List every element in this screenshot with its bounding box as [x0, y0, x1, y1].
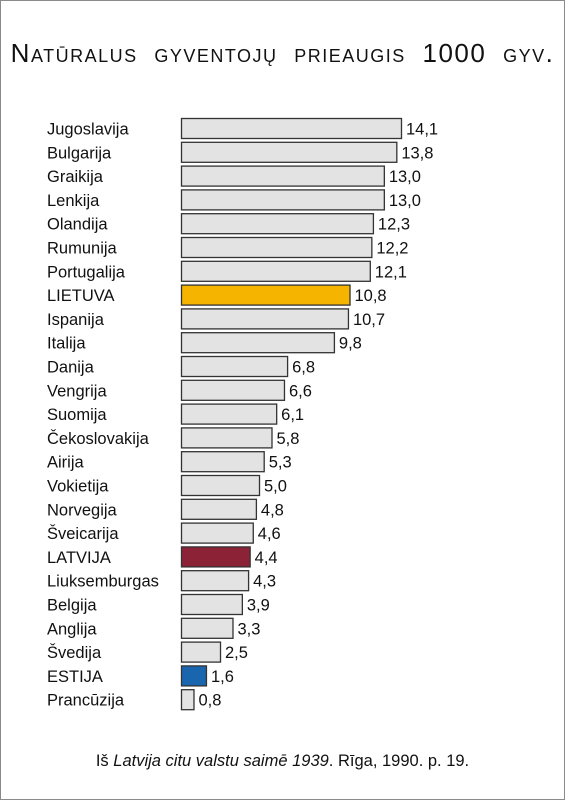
category-label-jugoslavija: Jugoslavija: [47, 121, 129, 139]
value-label-vokietija: 5,0: [264, 478, 287, 496]
bar-anglija: [180, 617, 234, 639]
bar-suomija: [180, 403, 278, 425]
value-label-italija: 9,8: [339, 335, 362, 353]
bar-lietuva: [180, 284, 351, 306]
category-label-prancuzija: Prancūzija: [47, 692, 125, 710]
bar-lenkija: [180, 189, 385, 211]
category-label-airija: Airija: [47, 454, 84, 472]
bar-svedija: [180, 641, 222, 663]
bar-italija: [180, 332, 336, 354]
value-label-latvija: 4,4: [255, 549, 278, 567]
bar-vokietija: [180, 474, 261, 497]
value-label-rumunija: 12,2: [376, 240, 408, 258]
category-label-olandija: Olandija: [47, 216, 108, 234]
bar-liuksemburgas: [180, 570, 250, 592]
value-label-airija: 5,3: [269, 454, 292, 472]
category-label-cekoslovakija: Čekoslovakija: [47, 429, 150, 448]
bar-olandija: [180, 213, 375, 235]
bar-prancuzija: [180, 689, 195, 711]
category-label-italija: Italija: [47, 335, 86, 353]
category-label-bulgarija: Bulgarija: [47, 144, 112, 162]
category-label-norvegija: Norvegija: [47, 501, 118, 519]
value-label-estija: 1,6: [211, 668, 234, 686]
category-label-liuksemburgas: Liuksemburgas: [47, 573, 159, 591]
value-label-jugoslavija: 14,1: [406, 121, 438, 139]
value-label-cekoslovakija: 5,8: [276, 430, 299, 448]
category-label-suomija: Suomija: [47, 406, 107, 424]
category-label-sveicarija: Šveicarija: [47, 524, 119, 543]
value-label-suomija: 6,1: [281, 406, 304, 424]
source-citation: Iš Latvija citu valstu saimē 1939. Rīga,…: [0, 752, 565, 771]
bar-danija: [180, 355, 289, 378]
bar-airija: [180, 451, 265, 473]
category-label-estija: ESTIJA: [47, 668, 103, 686]
value-label-sveicarija: 4,6: [258, 525, 281, 543]
value-label-norvegija: 4,8: [261, 501, 284, 519]
category-label-danija: Danija: [47, 359, 95, 377]
category-label-anglija: Anglija: [47, 620, 97, 638]
bar-latvija: [180, 546, 251, 568]
source-prefix: Iš: [95, 752, 114, 770]
category-label-vokietija: Vokietija: [47, 478, 109, 496]
value-label-lenkija: 13,0: [389, 192, 421, 210]
category-label-vengrija: Vengrija: [47, 382, 107, 400]
bar-ispanija: [180, 308, 350, 330]
value-label-anglija: 3,3: [237, 620, 260, 638]
value-label-bulgarija: 13,8: [401, 144, 433, 162]
bar-cekoslovakija: [180, 427, 273, 449]
bar-belgija: [180, 593, 244, 616]
value-label-danija: 6,8: [292, 359, 315, 377]
bar-graikija: [180, 165, 385, 187]
value-label-prancuzija: 0,8: [198, 692, 221, 710]
category-label-graikija: Graikija: [47, 168, 104, 186]
value-label-liuksemburgas: 4,3: [253, 573, 276, 591]
category-label-ispanija: Ispanija: [47, 311, 105, 329]
value-label-lietuva: 10,8: [355, 287, 387, 305]
category-label-svedija: Švedija: [47, 643, 102, 662]
value-label-vengrija: 6,6: [289, 382, 312, 400]
bar-vengrija: [180, 379, 286, 401]
value-label-graikija: 13,0: [389, 168, 421, 186]
category-label-portugalija: Portugalija: [47, 263, 126, 281]
bar-sveicarija: [180, 522, 254, 544]
bar-portugalija: [180, 260, 371, 282]
value-label-ispanija: 10,7: [353, 311, 385, 329]
bar-norvegija: [180, 498, 258, 520]
value-label-portugalija: 12,1: [375, 263, 407, 281]
source-book-title: Latvija citu valstu saimē 1939: [113, 752, 329, 770]
category-label-lietuva: LIETUVA: [47, 287, 115, 305]
category-label-latvija: LATVIJA: [47, 549, 111, 567]
value-label-olandija: 12,3: [378, 216, 410, 234]
bar-estija: [180, 665, 208, 687]
bar-jugoslavija: [180, 117, 403, 140]
category-label-lenkija: Lenkija: [47, 192, 100, 210]
bar-rumunija: [180, 236, 373, 259]
bar-bulgarija: [180, 141, 398, 163]
category-label-belgija: Belgija: [47, 597, 97, 615]
value-label-belgija: 3,9: [247, 597, 270, 615]
source-suffix: . Rīga, 1990. p. 19.: [328, 752, 470, 770]
chart-title: Natūralus gyventojų prieaugis 1000 gyv.: [10, 38, 555, 68]
category-label-rumunija: Rumunija: [47, 240, 118, 258]
value-label-svedija: 2,5: [225, 644, 248, 662]
